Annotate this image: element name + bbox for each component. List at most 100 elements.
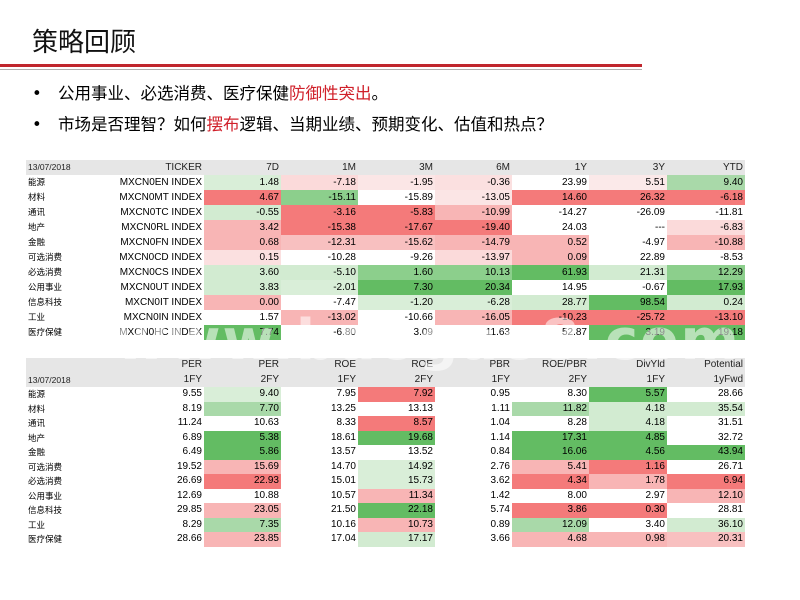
table-row: 通讯 MXCN0TC INDEX -0.55 -3.16 -5.83 -10.99 -14.… — [26, 205, 745, 220]
value-cell: -5.10 — [281, 265, 358, 280]
table-header-row: PER PER ROE ROE PBR ROE/PBR DivYld Potential — [26, 358, 745, 373]
value-cell: 5.86 — [204, 445, 281, 460]
column-header: 13/07/2018 — [26, 160, 104, 175]
value-cell: 5.57 — [589, 387, 667, 402]
value-cell: --- — [589, 220, 667, 235]
value-cell: 3.09 — [358, 325, 435, 340]
table-row: 地产 MXCN0RL INDEX 3.42 -15.38 -17.67 -19.40 24.… — [26, 220, 745, 235]
sector-name: 通讯 — [28, 418, 46, 428]
value-cell: 3.40 — [589, 517, 667, 532]
column-header: ROE/PBR — [512, 358, 589, 373]
table-row: 能源 MXCN0EN INDEX 1.48 -7.18 -1.95 -0.36 23.99 5… — [26, 175, 745, 190]
value-cell: 1.16 — [589, 459, 667, 474]
value-cell: 8.57 — [358, 416, 435, 431]
value-cell: 26.69 — [125, 474, 204, 489]
value-cell: 1.57 — [204, 310, 281, 325]
column-header: Potential — [667, 358, 745, 373]
sector-name: 医疗保健 — [28, 534, 63, 544]
value-cell: 17.93 — [667, 280, 745, 295]
bullet-marker: • — [32, 84, 42, 103]
value-cell: 5.41 — [512, 459, 589, 474]
column-header: PER — [204, 358, 281, 373]
ticker-cell: MXCN0TC INDEX — [120, 207, 202, 218]
column-header: 2FY — [512, 372, 589, 387]
value-cell: -6.18 — [667, 190, 745, 205]
value-cell: 2.97 — [589, 488, 667, 503]
value-cell: 17.17 — [358, 532, 435, 547]
value-cell: -13.02 — [281, 310, 358, 325]
value-cell: 22.93 — [204, 474, 281, 489]
value-cell: 4.18 — [589, 401, 667, 416]
column-header: 3M — [358, 160, 435, 175]
bullet-text: 市场是否理智？如何 — [58, 115, 207, 134]
column-header: PBR — [435, 358, 512, 373]
value-cell: 26.32 — [589, 190, 667, 205]
value-cell: 3.42 — [204, 220, 281, 235]
value-cell: 8.00 — [512, 488, 589, 503]
value-cell: 16.06 — [512, 445, 589, 460]
table-row: 公用事业 MXCN0UT INDEX 3.83 -2.01 7.30 20.34 14.95… — [26, 280, 745, 295]
value-cell: -15.38 — [281, 220, 358, 235]
ticker-cell: MXCN0FN INDEX — [120, 237, 202, 248]
value-cell: 10.16 — [281, 517, 358, 532]
value-cell: -13.10 — [667, 310, 745, 325]
value-cell: 9.40 — [204, 387, 281, 402]
value-cell: -2.01 — [281, 280, 358, 295]
value-cell: 12.29 — [667, 265, 745, 280]
value-cell: 32.72 — [667, 430, 745, 445]
value-cell: 35.54 — [667, 401, 745, 416]
value-cell: 0.24 — [667, 295, 745, 310]
value-cell: 17.31 — [512, 430, 589, 445]
value-cell: 1.11 — [435, 401, 512, 416]
sector-name: 可选消费 — [28, 252, 63, 262]
value-cell: -7.47 — [281, 295, 358, 310]
sector-valuation-table: PER PER ROE ROE PBR ROE/PBR DivYld Potential 13/… — [26, 358, 745, 547]
value-cell: 1.78 — [589, 474, 667, 489]
table-row: 材料 MXCN0MT INDEX 4.67 -15.11 -15.89 -13.05 14.… — [26, 190, 745, 205]
value-cell: 61.93 — [512, 265, 589, 280]
value-cell: 0.68 — [204, 235, 281, 250]
page-title: 策略回顾 — [32, 28, 137, 58]
bullet-highlight: 防御性突出 — [289, 84, 372, 103]
table-row: 信息科技 MXCN0IT INDEX 0.00 -7.47 -1.20 -6.28 28.7… — [26, 295, 745, 310]
value-cell: 1.48 — [204, 175, 281, 190]
value-cell: 18.61 — [281, 430, 358, 445]
ticker-cell: MXCN0IN INDEX — [123, 312, 202, 323]
bullet-item: • 市场是否理智？如何摆布逻辑、当期业绩、预期变化、估值和热点？ — [32, 109, 772, 140]
value-cell: -10.88 — [667, 235, 745, 250]
title-divider-red — [0, 64, 642, 67]
table-row: 医疗保健 28.66 23.85 17.04 17.17 3.66 4.68 0.98 20.3… — [26, 532, 745, 547]
value-cell: 10.13 — [435, 265, 512, 280]
sector-name: 地产 — [28, 432, 46, 443]
value-cell: 14.70 — [281, 459, 358, 474]
value-cell: 2.76 — [435, 459, 512, 474]
value-cell: -5.83 — [358, 205, 435, 220]
value-cell: 43.94 — [667, 445, 745, 460]
table-row: 必选消费 MXCN0CS INDEX 3.60 -5.10 1.60 10.13 61.93… — [26, 265, 745, 280]
value-cell: 11.24 — [125, 416, 204, 431]
value-cell: 24.03 — [512, 220, 589, 235]
value-cell: 8.19 — [125, 401, 204, 416]
value-cell: 23.85 — [204, 532, 281, 547]
value-cell: 3.19 — [589, 325, 667, 340]
sector-name: 工业 — [28, 519, 46, 530]
value-cell: -6.80 — [281, 325, 358, 340]
value-cell: 15.69 — [204, 459, 281, 474]
value-cell: 7.70 — [204, 401, 281, 416]
sector-name: 信息科技 — [28, 505, 63, 515]
value-cell: -7.18 — [281, 175, 358, 190]
value-cell: 10.88 — [204, 488, 281, 503]
column-header: 1FY — [435, 372, 512, 387]
table-row: 必选消费 26.69 22.93 15.01 15.73 3.62 4.34 1.78 6.94 — [26, 474, 745, 489]
value-cell: -13.05 — [435, 190, 512, 205]
value-cell: 3.86 — [512, 503, 589, 518]
ticker-cell: MXCN0MT INDEX — [119, 192, 202, 203]
value-cell: 6.94 — [667, 474, 745, 489]
value-cell: 13.25 — [281, 401, 358, 416]
bullet-marker: • — [32, 115, 42, 134]
bullet-highlight: 摆布 — [206, 115, 240, 134]
column-header — [26, 358, 125, 373]
value-cell: -9.26 — [358, 250, 435, 265]
value-cell: 17.04 — [281, 532, 358, 547]
value-cell: -4.97 — [589, 235, 667, 250]
